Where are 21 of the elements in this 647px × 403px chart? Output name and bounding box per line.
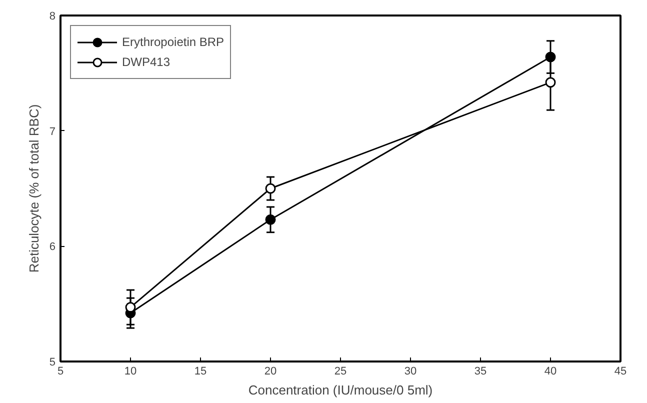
x-tick-label: 20 (264, 366, 277, 378)
x-tick-label: 10 (124, 366, 137, 378)
x-tick-label: 5 (57, 366, 64, 378)
point (265, 214, 276, 225)
legend-label: Erythropoietin BRP (122, 35, 224, 49)
x-tick-label: 35 (474, 366, 487, 378)
x-tick-label: 45 (614, 366, 627, 378)
legend-label: DWP413 (122, 55, 170, 69)
point (545, 77, 556, 88)
x-axis-title: Concentration (IU/mouse/0 5ml) (248, 382, 433, 398)
point (265, 183, 276, 194)
y-axis-title: Reticulocyte (% of total RBC) (26, 104, 42, 273)
x-tick-label: 30 (404, 366, 417, 378)
y-tick-label: 8 (49, 10, 56, 22)
x-tick-label: 40 (544, 366, 557, 378)
y-tick-label: 5 (49, 356, 56, 368)
point (545, 52, 556, 62)
x-tick-label: 25 (334, 366, 347, 378)
x-tick-label: 15 (194, 366, 207, 378)
y-tick-label: 7 (49, 126, 56, 138)
y-tick-label: 6 (49, 241, 56, 254)
